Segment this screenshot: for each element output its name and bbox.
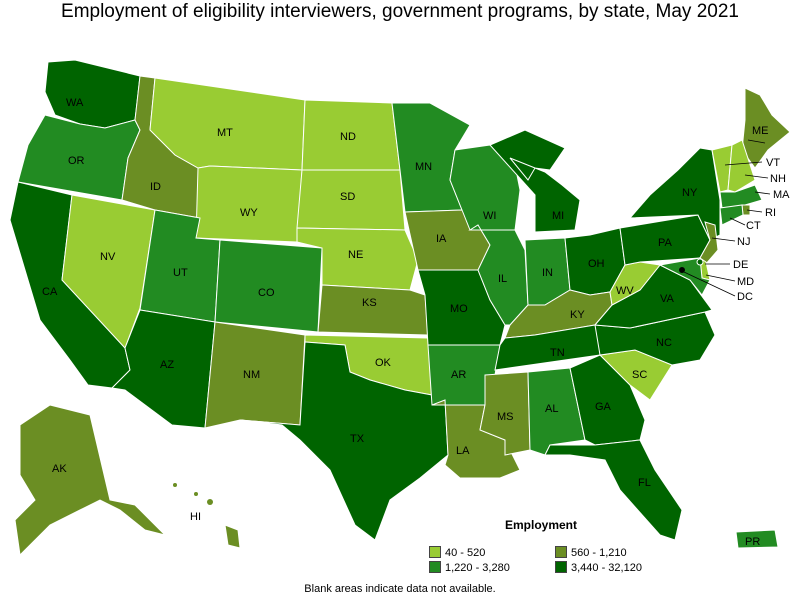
legend-swatch-2 (555, 546, 567, 558)
state-md[interactable] (658, 257, 711, 296)
label-mn: MN (415, 161, 432, 173)
label-hi: HI (190, 511, 201, 523)
label-nj: NJ (737, 236, 750, 248)
dc-marker-dot (679, 267, 685, 273)
label-tn: TN (550, 347, 565, 359)
state-hi[interactable] (224, 524, 241, 549)
map-title: Employment of eligibility interviewers, … (61, 1, 739, 22)
hi-island-2 (194, 492, 198, 496)
label-ms: MS (497, 411, 514, 423)
label-ny: NY (682, 187, 698, 199)
legend-swatch-3 (429, 561, 441, 573)
state-ak[interactable] (14, 404, 167, 557)
label-md: MD (737, 276, 754, 288)
label-me: ME (752, 125, 769, 137)
label-ar: AR (451, 369, 466, 381)
legend-label-2: 560 - 1,210 (571, 547, 627, 559)
label-sc: SC (632, 369, 647, 381)
label-ri: RI (765, 207, 776, 219)
legend: Employment 40 - 520 560 - 1,210 1,220 - … (425, 516, 665, 578)
label-sd: SD (340, 191, 355, 203)
legend-label-1: 40 - 520 (445, 547, 486, 559)
label-il: IL (498, 273, 507, 285)
label-ia: IA (436, 233, 447, 245)
label-ks: KS (362, 297, 377, 309)
label-wy: WY (240, 207, 258, 219)
legend-item-2: 560 - 1,210 (555, 546, 627, 560)
label-ne: NE (348, 249, 363, 261)
label-az: AZ (160, 359, 174, 371)
legend-swatch-4 (555, 561, 567, 573)
legend-item-3: 1,220 - 3,280 (429, 561, 510, 575)
leader-lines (683, 139, 771, 297)
label-vt: VT (766, 157, 780, 169)
label-wv: WV (616, 285, 634, 297)
state-labels: WA OR CA NV ID MT WY UT CO AZ NM ND SD N… (42, 97, 790, 548)
label-ut: UT (173, 267, 188, 279)
state-nh[interactable] (727, 139, 756, 193)
label-ok: OK (375, 357, 392, 369)
state-wy[interactable] (195, 165, 303, 243)
state-ct[interactable] (719, 204, 744, 226)
label-tx: TX (350, 433, 365, 445)
legend-label-4: 3,440 - 32,120 (571, 562, 642, 574)
label-ct: CT (746, 220, 761, 232)
label-ca: CA (42, 286, 58, 298)
hi-island-3 (207, 499, 213, 505)
label-mi: MI (552, 210, 564, 222)
state-mi[interactable] (489, 129, 581, 233)
label-wi: WI (483, 210, 496, 222)
label-or: OR (68, 155, 85, 167)
label-va: VA (660, 293, 675, 305)
label-ma: MA (773, 189, 790, 201)
label-de: DE (733, 259, 748, 271)
state-fl[interactable] (544, 439, 683, 541)
legend-item-4: 3,440 - 32,120 (555, 561, 642, 575)
label-nm: NM (243, 369, 260, 381)
label-nh: NH (770, 173, 786, 185)
state-tx[interactable] (239, 341, 449, 541)
label-nd: ND (340, 131, 356, 143)
label-id: ID (150, 181, 161, 193)
legend-label-3: 1,220 - 3,280 (445, 562, 510, 574)
legend-title: Employment (505, 518, 578, 532)
label-wa: WA (66, 97, 84, 109)
label-dc: DC (737, 291, 753, 303)
label-nv: NV (100, 251, 116, 263)
legend-item-1: 40 - 520 (429, 546, 485, 560)
label-mo: MO (450, 303, 468, 315)
label-ga: GA (595, 401, 612, 413)
state-dc[interactable] (696, 258, 704, 266)
state-wa[interactable] (44, 59, 141, 129)
footnote: Blank areas indicate data not available. (304, 583, 496, 595)
label-la: LA (456, 445, 470, 457)
label-co: CO (258, 287, 275, 299)
label-oh: OH (588, 258, 605, 270)
legend-swatch-1 (429, 546, 441, 558)
state-me[interactable] (741, 87, 791, 169)
state-il[interactable] (468, 224, 529, 326)
state-ks[interactable] (317, 284, 429, 336)
label-ak: AK (52, 463, 67, 475)
label-pr: PR (745, 536, 760, 548)
label-in: IN (542, 267, 553, 279)
label-al: AL (545, 403, 558, 415)
label-ky: KY (570, 309, 585, 321)
label-pa: PA (658, 237, 673, 249)
state-pr[interactable] (735, 529, 779, 549)
hi-island-1 (173, 483, 177, 487)
state-co[interactable] (214, 239, 323, 333)
label-mt: MT (217, 127, 233, 139)
state-ny[interactable] (628, 147, 721, 241)
label-nc: NC (656, 337, 672, 349)
label-fl: FL (638, 477, 651, 489)
